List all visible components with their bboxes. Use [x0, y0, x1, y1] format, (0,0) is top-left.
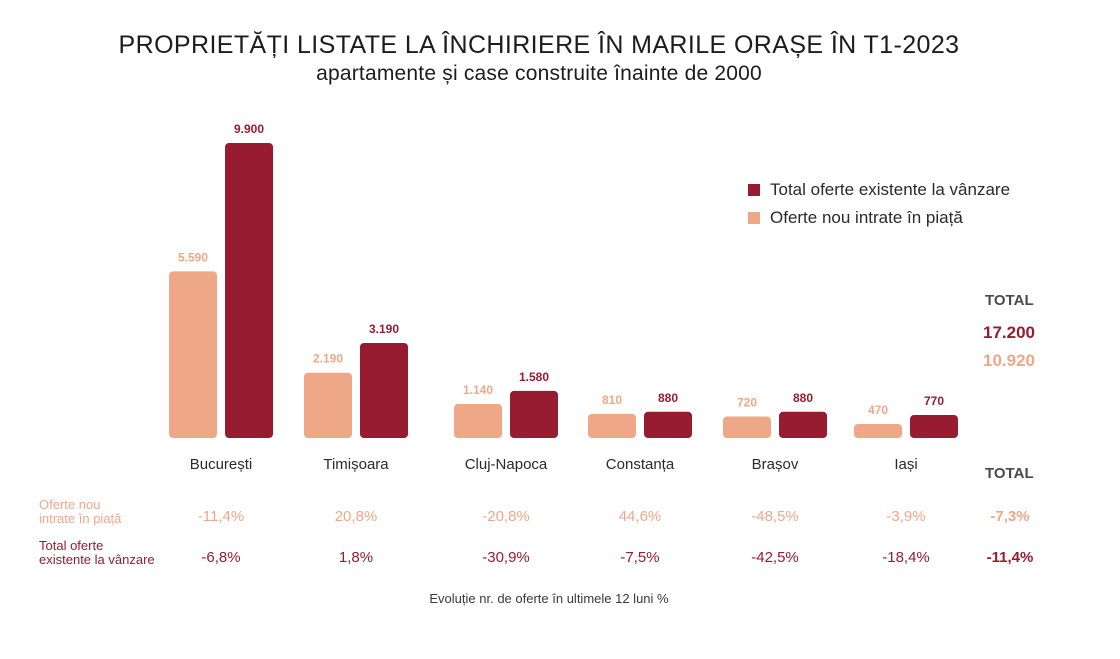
- category-label-cluj-napoca: Cluj-Napoca: [465, 456, 548, 473]
- legend-label-total: Total oferte existente la vânzare: [770, 180, 1011, 199]
- data-label-new-timisoara: 2.190: [313, 352, 343, 366]
- pct-total-cluj-napoca: -30,9%: [482, 549, 530, 566]
- category-label-timisoara: Timișoara: [323, 456, 389, 473]
- totals-heading: TOTAL: [985, 292, 1034, 309]
- legend: Total oferte existente la vânzare Oferte…: [748, 176, 1010, 232]
- data-label-new-brasov: 720: [737, 396, 757, 410]
- legend-label-new: Oferte nou intrate în piață: [770, 208, 963, 227]
- data-label-total-timisoara: 3.190: [369, 322, 399, 336]
- pct-total-timisoara: 1,8%: [338, 549, 374, 566]
- pct-new-bucuresti: -11,4%: [197, 508, 245, 525]
- category-label-brasov: Brașov: [752, 456, 799, 473]
- bar-new-bucuresti: [169, 271, 217, 438]
- row-label-total: Total oferte existente la vânzare: [39, 539, 189, 567]
- pct-new-constanta: 44,6%: [618, 508, 662, 525]
- data-label-new-bucuresti: 5.590: [178, 250, 208, 264]
- table-total-heading: TOTAL: [985, 465, 1034, 482]
- row-label-total-line2: existente la vânzare: [39, 552, 155, 567]
- bar-total-cluj-napoca: [510, 390, 558, 438]
- bar-total-brasov: [779, 411, 827, 438]
- chart-subtitle: apartamente și case construite înainte d…: [316, 62, 762, 85]
- bar-new-cluj-napoca: [454, 404, 502, 438]
- data-label-new-constanta: 810: [602, 393, 622, 407]
- pct-total-iasi: -18,4%: [882, 549, 930, 566]
- legend-swatch-new: [748, 212, 760, 224]
- chart-title: PROPRIETĂȚI LISTATE LA ÎNCHIRIERE ÎN MAR…: [118, 31, 960, 59]
- pct-new-overall: -7,3%: [990, 508, 1030, 525]
- data-label-total-cluj-napoca: 1.580: [519, 370, 549, 384]
- footnote: Evoluție nr. de oferte în ultimele 12 lu…: [429, 591, 669, 606]
- bar-new-constanta: [588, 413, 636, 438]
- bar-new-timisoara: [304, 372, 352, 438]
- category-label-constanta: Constanța: [606, 456, 675, 473]
- pct-total-constanta: -7,5%: [620, 549, 660, 566]
- pct-new-brasov: -48,5%: [751, 508, 799, 525]
- legend-item-new: Oferte nou intrate în piață: [748, 204, 1010, 232]
- category-label-iasi: Iași: [894, 456, 917, 473]
- bar-total-iasi: [910, 415, 958, 438]
- data-label-total-bucuresti: 9.900: [234, 122, 264, 136]
- pct-total-brasov: -42,5%: [751, 549, 799, 566]
- row-label-total-line1: Total oferte: [39, 538, 104, 553]
- data-label-new-iasi: 470: [868, 403, 888, 417]
- row-label-new: Oferte nou intrate în piață: [39, 498, 189, 526]
- total-offers-value: 17.200: [983, 323, 1035, 342]
- pct-new-iasi: -3,9%: [886, 508, 926, 525]
- pct-total-overall: -11,4%: [986, 549, 1034, 566]
- pct-new-cluj-napoca: -20,8%: [482, 508, 530, 525]
- legend-item-total: Total oferte existente la vânzare: [748, 176, 1010, 204]
- pct-total-bucuresti: -6,8%: [201, 549, 241, 566]
- bar-total-bucuresti: [225, 143, 273, 438]
- bar-new-brasov: [723, 416, 771, 438]
- pct-new-timisoara: 20,8%: [334, 508, 378, 525]
- data-label-new-cluj-napoca: 1.140: [463, 383, 493, 397]
- category-label-bucuresti: București: [190, 456, 253, 473]
- legend-swatch-total: [748, 184, 760, 196]
- bar-new-iasi: [854, 423, 902, 438]
- bar-total-constanta: [644, 411, 692, 438]
- data-label-total-constanta: 880: [658, 391, 678, 405]
- bar-chart: 5.590 9.900 București 2.190 3.190 Timișoara 1.…: [169, 122, 958, 473]
- row-label-new-line2: intrate în piață: [39, 511, 122, 526]
- new-offers-value: 10.920: [983, 351, 1035, 370]
- bar-total-timisoara: [360, 342, 408, 438]
- data-label-total-iasi: 770: [924, 394, 944, 408]
- data-label-total-brasov: 880: [793, 391, 813, 405]
- row-label-new-line1: Oferte nou: [39, 497, 101, 512]
